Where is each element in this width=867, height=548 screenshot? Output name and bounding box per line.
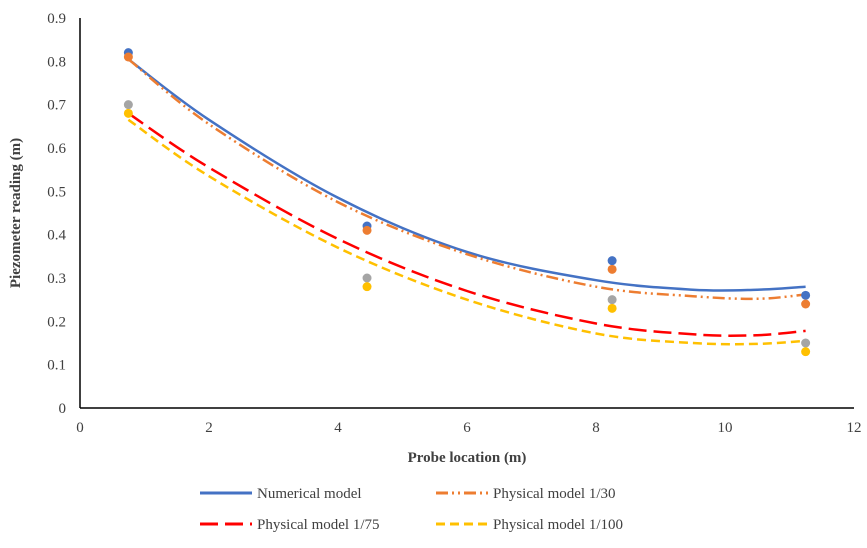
series-3-point — [123, 100, 133, 110]
series-3-trendline — [127, 112, 806, 337]
series-2-point — [362, 225, 372, 235]
y-tick-label: 0.3 — [47, 271, 66, 287]
x-tick-label: 0 — [76, 420, 84, 436]
series-2-trendline — [127, 58, 806, 301]
series-2-point — [801, 299, 811, 309]
series-4-trendline — [127, 118, 806, 346]
series-4-point — [362, 282, 372, 292]
y-tick-label: 0.6 — [47, 141, 66, 157]
series-2-point — [607, 264, 617, 274]
x-tick-label: 12 — [847, 420, 862, 436]
y-tick-labels: 0 0.1 0.2 0.3 0.4 0.5 0.6 0.7 0.8 0.9 — [47, 11, 66, 417]
series-3-point — [362, 273, 372, 283]
x-tick-label: 2 — [205, 420, 213, 436]
legend-label-series-2: Physical model 1/30 — [493, 486, 616, 502]
y-tick-label: 0.9 — [47, 11, 66, 27]
legend-label-series-3: Physical model 1/75 — [257, 517, 380, 533]
y-tick-label: 0.4 — [47, 228, 66, 244]
y-tick-label: 0.1 — [47, 358, 66, 374]
x-tick-label: 4 — [334, 420, 342, 436]
series-3-point — [801, 338, 811, 348]
series-2-point — [123, 52, 133, 62]
legend: Numerical model Physical model 1/30 Physic… — [200, 486, 623, 533]
series-1-point — [801, 290, 811, 300]
series-4-point — [801, 347, 811, 357]
y-tick-label: 0.8 — [47, 54, 66, 70]
x-tick-label: 10 — [718, 420, 733, 436]
x-tick-label: 6 — [463, 420, 471, 436]
y-axis-title: Piezometer reading (m) — [8, 138, 24, 288]
axes — [79, 18, 854, 409]
y-tick-label: 0 — [59, 401, 67, 417]
x-axis-title: Probe location (m) — [408, 450, 527, 466]
series-1-point — [607, 256, 617, 266]
x-tick-labels: 0 2 4 6 8 10 12 — [76, 420, 861, 436]
series-3-point — [607, 295, 617, 305]
y-tick-label: 0.7 — [47, 98, 66, 114]
legend-label-series-1: Numerical model — [257, 486, 362, 502]
y-tick-label: 0.2 — [47, 314, 66, 330]
plot-area — [123, 48, 811, 357]
x-tick-label: 8 — [592, 420, 600, 436]
legend-label-series-4: Physical model 1/100 — [493, 517, 623, 533]
series-1-trendline — [127, 58, 806, 292]
series-4-point — [123, 108, 133, 118]
series-4-point — [607, 303, 617, 313]
y-tick-label: 0.5 — [47, 184, 66, 200]
